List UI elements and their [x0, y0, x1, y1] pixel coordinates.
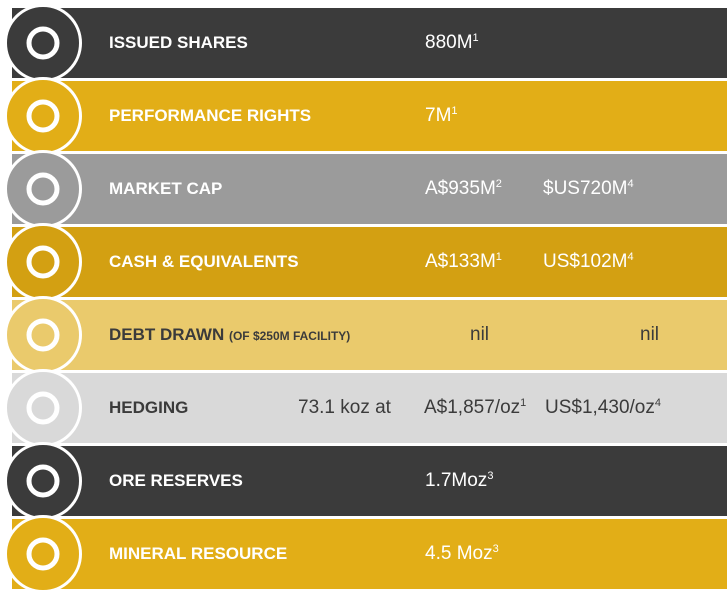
row-label: CASH & EQUIVALENTS	[109, 227, 299, 297]
row-label: MARKET CAP	[109, 154, 222, 224]
icon-glyph	[26, 99, 60, 133]
row-label: PERFORMANCE RIGHTS	[109, 81, 311, 151]
value-text: nil	[470, 324, 490, 345]
icon-glyph	[26, 318, 60, 352]
row-label: DEBT DRAWN (OF $250M FACILITY)	[109, 300, 350, 370]
footnote-ref: 2	[495, 178, 502, 190]
value-text: $US720M	[543, 178, 628, 199]
value: 4.5 Moz3	[425, 519, 499, 589]
row-icon	[4, 515, 82, 593]
value: nil	[470, 300, 489, 370]
value-text: A$1,857/oz	[424, 397, 521, 418]
value-text: 4.5 Moz	[425, 543, 493, 564]
value: A$935M2	[425, 154, 502, 224]
value: 1.7Moz3	[425, 446, 493, 516]
icon-glyph	[26, 464, 60, 498]
row: ORE RESERVES 1.7Moz3	[12, 446, 727, 516]
label-sub: (OF $250M FACILITY)	[228, 329, 351, 343]
label-text: ORE RESERVES	[109, 471, 243, 490]
value-text: A$935M	[425, 178, 496, 199]
icon-glyph	[26, 172, 60, 206]
row: HEDGING 73.1 koz at A$1,857/oz1 US$1,430/oz…	[12, 373, 727, 443]
value: A$1,857/oz1	[424, 373, 526, 443]
icon-glyph	[26, 245, 60, 279]
value-text: 1.7Moz	[425, 470, 488, 491]
row-label: HEDGING	[109, 373, 188, 443]
footnote-ref: 4	[627, 251, 634, 263]
value-text: 880M	[425, 32, 473, 53]
row-icon	[4, 150, 82, 228]
value-text: 7M	[425, 105, 452, 126]
label-text: PERFORMANCE RIGHTS	[109, 106, 312, 125]
label-text: MINERAL RESOURCE	[109, 544, 288, 563]
label-text: HEDGING	[109, 398, 189, 417]
row-icon	[4, 223, 82, 301]
value: 7M1	[425, 81, 458, 151]
footnote-ref: 1	[451, 105, 458, 117]
row: DEBT DRAWN (OF $250M FACILITY) nil nil	[12, 300, 727, 370]
label-text: DEBT DRAWN	[109, 325, 225, 344]
footnote-ref: 3	[487, 470, 494, 482]
row-icon	[4, 296, 82, 374]
row: PERFORMANCE RIGHTS 7M1	[12, 81, 727, 151]
value: US$1,430/oz4	[545, 373, 661, 443]
row: CASH & EQUIVALENTS A$133M1 US$102M4	[12, 227, 727, 297]
row-icon	[4, 4, 82, 82]
value: nil	[640, 300, 659, 370]
value-text: A$133M	[425, 251, 496, 272]
label-text: CASH & EQUIVALENTS	[109, 252, 299, 271]
value: US$102M4	[543, 227, 634, 297]
footnote-ref: 4	[627, 178, 634, 190]
value: A$133M1	[425, 227, 502, 297]
footnote-ref: 1	[495, 251, 502, 263]
row-label: ORE RESERVES	[109, 446, 243, 516]
value-text: nil	[640, 324, 660, 345]
value: 880M1	[425, 8, 479, 78]
row-label: MINERAL RESOURCE	[109, 519, 287, 589]
footnote-ref: 3	[492, 543, 499, 555]
label-text: ISSUED SHARES	[109, 33, 248, 52]
label-text: MARKET CAP	[109, 179, 223, 198]
value-prefix: 73.1 koz at	[298, 397, 391, 418]
row: MINERAL RESOURCE 4.5 Moz3	[12, 519, 727, 589]
footnote-ref: 1	[520, 397, 527, 409]
row-label: ISSUED SHARES	[109, 8, 248, 78]
icon-glyph	[26, 537, 60, 571]
row-icon	[4, 77, 82, 155]
row-icon	[4, 442, 82, 520]
value-text: US$102M	[543, 251, 628, 272]
row: MARKET CAP A$935M2 $US720M4	[12, 154, 727, 224]
row-icon	[4, 369, 82, 447]
icon-glyph	[26, 391, 60, 425]
footnote-ref: 1	[472, 32, 479, 44]
row: ISSUED SHARES 880M1	[12, 8, 727, 78]
icon-glyph	[26, 26, 60, 60]
value: $US720M4	[543, 154, 634, 224]
value-text: US$1,430/oz	[545, 397, 655, 418]
footnote-ref: 4	[654, 397, 661, 409]
